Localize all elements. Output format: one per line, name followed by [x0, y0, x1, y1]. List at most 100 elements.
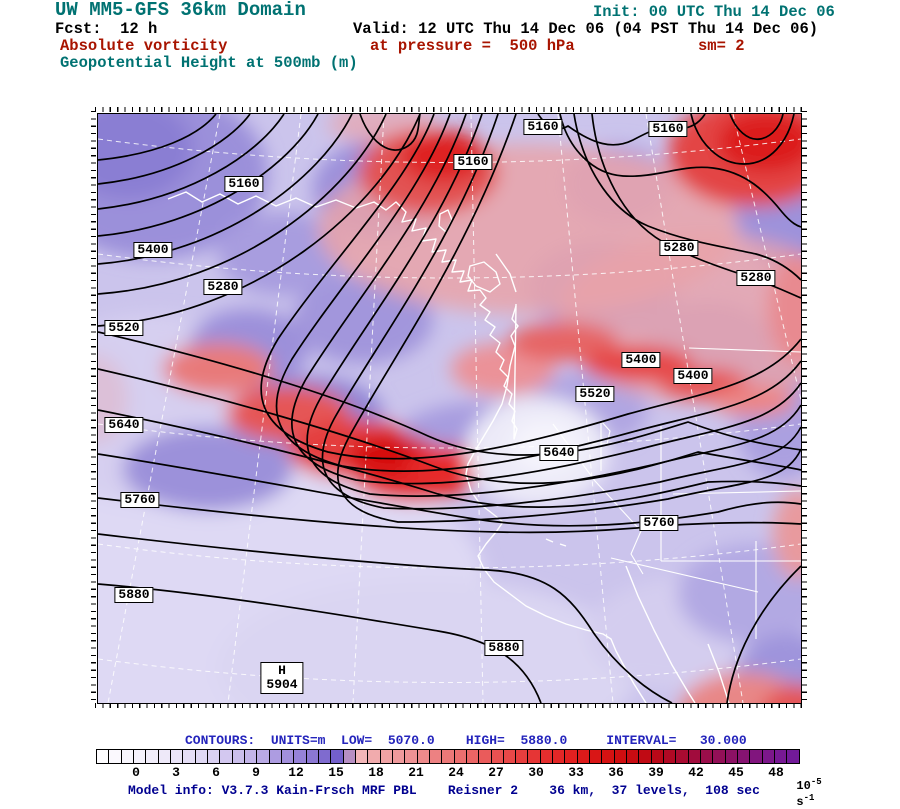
- colorbar-tick: 48: [768, 765, 784, 780]
- colorbar-cell: [306, 750, 319, 763]
- units-exponent: -5: [810, 777, 822, 787]
- contour-label: 5280: [203, 279, 243, 295]
- colorbar-cell: [491, 750, 504, 763]
- colorbar-cell: [405, 750, 418, 763]
- contour-label: 5160: [648, 121, 688, 137]
- colorbar-units-label: 10-5 s-1: [782, 763, 822, 809]
- contour-info-line: CONTOURS: UNITS=m LOW= 5070.0 HIGH= 5880…: [185, 733, 747, 748]
- colorbar-cell: [528, 750, 541, 763]
- init-time: Init: 00 UTC Thu 14 Dec 06: [593, 3, 835, 21]
- colorbar-tick: 18: [368, 765, 384, 780]
- colorbar-cell: [540, 750, 554, 763]
- colorbar-cell: [503, 750, 517, 763]
- contour-label: 5760: [120, 492, 160, 508]
- map-canvas: 5160 5160 5160 5160 5280 5280 5280 5400 5400 5400…: [97, 113, 802, 704]
- state-borders: [552, 347, 801, 639]
- high-center-marker: H 5904: [260, 662, 304, 694]
- colorbar-cell: [183, 750, 196, 763]
- colorbar-cell: [516, 750, 529, 763]
- colorbar-cell: [442, 750, 455, 763]
- contour-field-name: Geopotential Height at 500mb (m): [60, 54, 358, 72]
- colorbar-cell: [602, 750, 615, 763]
- contour-label: 5520: [575, 386, 615, 402]
- colorbar-cell: [232, 750, 245, 763]
- shaded-field-name: Absolute vorticity: [60, 37, 228, 55]
- colorbar-cell: [762, 750, 776, 763]
- model-domain-title: UW MM5-GFS 36km Domain: [55, 0, 306, 21]
- colorbar-cell: [553, 750, 566, 763]
- colorbar-cell: [318, 750, 332, 763]
- colorbar-tick: 9: [252, 765, 260, 780]
- colorbar-cell: [725, 750, 739, 763]
- colorbar-cell: [97, 750, 110, 763]
- colorbar-cell: [368, 750, 381, 763]
- colorbar-cell: [577, 750, 591, 763]
- colorbar-cell: [627, 750, 640, 763]
- colorbar-tick: 24: [448, 765, 464, 780]
- colorbar-tick: 33: [568, 765, 584, 780]
- colorbar-cell: [775, 750, 788, 763]
- contour-top-dip: [359, 114, 421, 151]
- colorbar-cell: [244, 750, 258, 763]
- contour-top-crossers: [537, 114, 801, 299]
- colorbar-cell: [701, 750, 714, 763]
- contour-south: [98, 331, 801, 534]
- map-ticks-left: [91, 111, 96, 704]
- colorbar-cell: [466, 750, 480, 763]
- contour-label: 5160: [453, 154, 493, 170]
- smoothing-label: sm= 2: [698, 37, 745, 55]
- contour-label: 5520: [104, 320, 144, 336]
- colorbar-cell: [787, 750, 799, 763]
- colorbar-cell: [565, 750, 578, 763]
- map-ticks-right: [802, 111, 807, 704]
- vorticity-colorbar: [96, 749, 800, 764]
- colorbar-cell: [281, 750, 295, 763]
- colorbar-cell: [417, 750, 430, 763]
- contour-label: 5400: [673, 368, 713, 384]
- height-contours: [98, 114, 801, 703]
- contour-south-low: [98, 533, 801, 703]
- map-ticks-top: [95, 107, 802, 112]
- colorbar-cell: [688, 750, 702, 763]
- graticule-lines: [98, 114, 801, 703]
- contour-label: 5400: [133, 242, 173, 258]
- pressure-level: at pressure = 500 hPa: [370, 37, 575, 55]
- contour-label: 5640: [539, 445, 579, 461]
- colorbar-cell: [146, 750, 159, 763]
- map-ticks-bottom: [95, 703, 802, 708]
- colorbar-tick: 12: [288, 765, 304, 780]
- colorbar-cell: [170, 750, 184, 763]
- colorbar-cell: [664, 750, 677, 763]
- contour-label: 5760: [639, 515, 679, 531]
- colorbar-cell: [392, 750, 406, 763]
- model-info-line: Model info: V3.7.3 Kain-Frsch MRF PBL Re…: [128, 783, 760, 798]
- colorbar-tick-labels: 0 3 6 9 12 15 18 21 24 27 30 33 36 39 42 45 48: [96, 765, 800, 780]
- colorbar-cell: [590, 750, 603, 763]
- colorbar-cell: [429, 750, 443, 763]
- colorbar-cell: [220, 750, 233, 763]
- units-suffix-exponent: -1: [803, 793, 815, 803]
- contour-label: 5280: [659, 240, 699, 256]
- colorbar-tick: 27: [488, 765, 504, 780]
- colorbar-cell: [454, 750, 467, 763]
- colorbar-cell: [750, 750, 763, 763]
- colorbar-cell: [331, 750, 344, 763]
- colorbar-tick: 21: [408, 765, 424, 780]
- contour-label: 5400: [621, 352, 661, 368]
- colorbar-cell: [269, 750, 282, 763]
- colorbar-cell: [257, 750, 270, 763]
- contour-label: 5280: [736, 270, 776, 286]
- colorbar-cell: [343, 750, 356, 763]
- colorbar-tick: 45: [728, 765, 744, 780]
- colorbar-cell: [380, 750, 393, 763]
- contour-label: 5160: [523, 119, 563, 135]
- colorbar-cell: [133, 750, 147, 763]
- colorbar-cell: [294, 750, 307, 763]
- units-base: 10: [796, 779, 811, 793]
- colorbar-tick: 36: [608, 765, 624, 780]
- contour-label: 5160: [224, 176, 264, 192]
- colorbar-cell: [479, 750, 492, 763]
- colorbar-cell: [121, 750, 134, 763]
- contour-ne-bowl: [690, 114, 795, 165]
